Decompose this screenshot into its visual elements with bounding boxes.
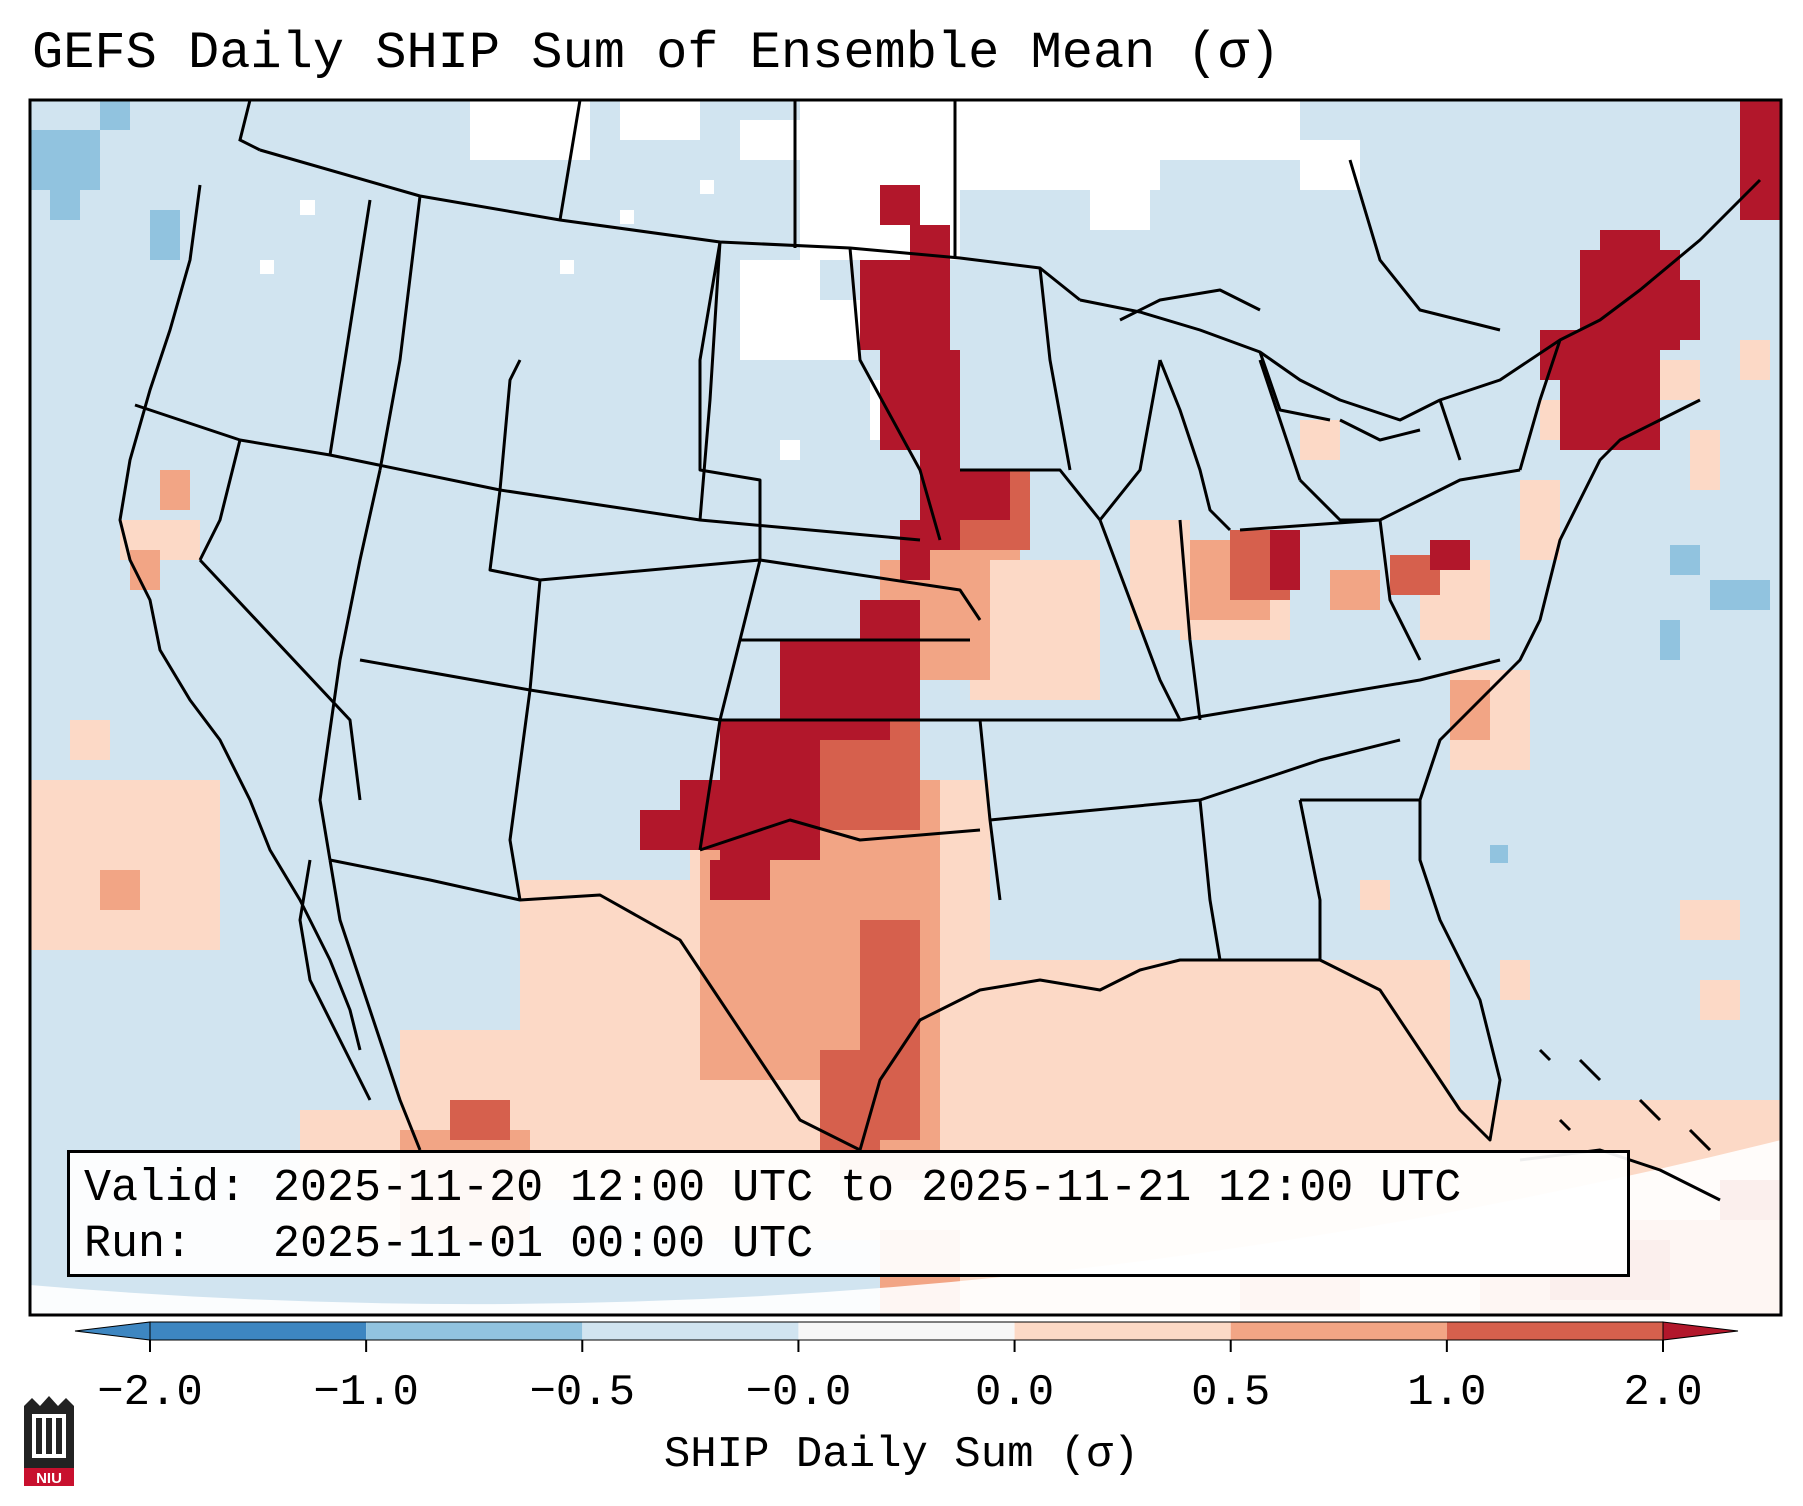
colorbar-segment	[798, 1322, 1015, 1340]
colorbar-tick-label: −2.0	[97, 1368, 203, 1418]
colorbar-tick-label: −1.0	[313, 1368, 419, 1418]
us-canada-border	[259, 148, 1081, 302]
logo-text: NIU	[36, 1470, 62, 1487]
colorbar-segment	[1014, 1322, 1231, 1340]
colorbar	[74, 1321, 1739, 1352]
colorbar-tick-label: 0.5	[1191, 1368, 1271, 1418]
colorbar-outline	[149, 1321, 1664, 1341]
colorbar-label: SHIP Daily Sum (σ)	[663, 1430, 1140, 1480]
west-coast	[118, 184, 362, 1051]
colorbar-extend-high	[1662, 1321, 1739, 1341]
valid-value: 2025-11-20 12:00 UTC to 2025-11-21 12:00…	[273, 1163, 1462, 1214]
colorbar-segment	[1230, 1322, 1447, 1340]
map-canvas	[30, 100, 1781, 1315]
colorbar-extend-low	[74, 1321, 151, 1341]
colorbar-tick-label: −0.5	[529, 1368, 636, 1418]
logo-band	[24, 1468, 74, 1486]
valid-label: Valid:	[84, 1163, 247, 1214]
run-label: Run:	[84, 1219, 193, 1270]
map-frame	[28, 98, 1783, 1317]
colorbar-segment	[582, 1322, 799, 1340]
colorbar-tick-label: −0.0	[745, 1368, 852, 1418]
niu-logo: NIU	[24, 1396, 74, 1487]
us-mexico-border	[329, 858, 861, 1152]
boundaries	[118, 148, 1762, 1202]
gulf-and-east-coast	[858, 398, 1701, 1151]
colorbar-tick-label: 1.0	[1407, 1368, 1487, 1418]
page-title: GEFS Daily SHIP Sum of Ensemble Mean (σ)	[32, 24, 1281, 83]
run-value: 2025-11-01 00:00 UTC	[273, 1219, 814, 1270]
colorbar-tick-label: 2.0	[1623, 1368, 1703, 1418]
info-box: Valid: 2025-11-20 12:00 UTC to 2025-11-2…	[67, 1150, 1630, 1277]
colorbar-segment	[366, 1322, 583, 1340]
colorbar-segment	[1446, 1322, 1663, 1340]
northeast-border	[1079, 178, 1762, 422]
canada-boundaries	[238, 100, 1501, 332]
colorbar-tick-label: 0.0	[974, 1368, 1055, 1418]
colorbar-segment	[150, 1322, 367, 1340]
